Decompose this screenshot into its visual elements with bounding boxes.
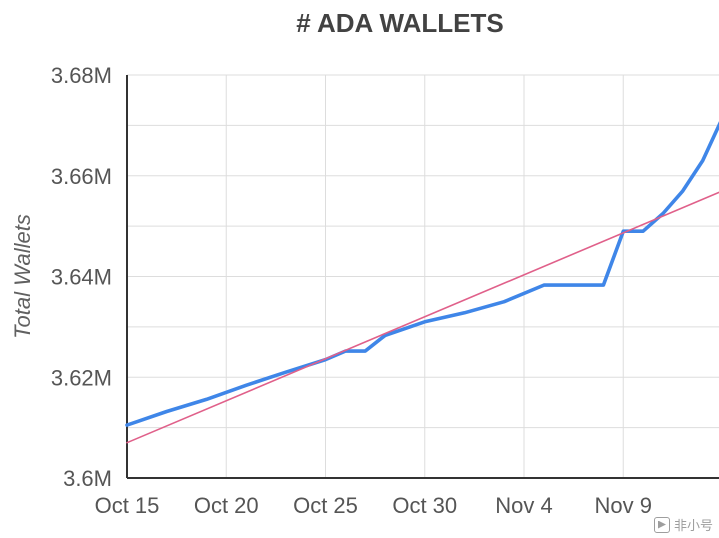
- watermark-logo-icon: [653, 516, 670, 533]
- watermark: 非小号: [653, 515, 713, 534]
- tick-labels: 3.6M 3.62M 3.64M 3.66M 3.68M Oct 15 Oct 20 Oct …: [51, 63, 652, 518]
- y-tick-label: 3.62M: [51, 365, 112, 390]
- y-tick-label: 3.68M: [51, 63, 112, 88]
- axes: [126, 75, 719, 479]
- x-tick-label: Oct 15: [95, 493, 160, 518]
- grid-lines: [127, 74, 719, 478]
- x-tick-label: Oct 30: [392, 493, 457, 518]
- x-tick-label: Nov 4: [495, 493, 552, 518]
- data-series: [125, 121, 719, 444]
- wallets-series-line: [125, 121, 719, 427]
- y-tick-label: 3.64M: [51, 265, 112, 290]
- chart-title: # ADA WALLETS: [296, 8, 504, 38]
- trend-line: [126, 191, 719, 444]
- y-tick-label: 3.66M: [51, 164, 112, 189]
- x-tick-label: Nov 9: [595, 493, 652, 518]
- x-tick-label: Oct 20: [194, 493, 259, 518]
- watermark-text: 非小号: [673, 519, 713, 534]
- y-axis-title: Total Wallets: [10, 214, 35, 339]
- y-tick-label: 3.6M: [63, 466, 112, 491]
- x-tick-label: Oct 25: [293, 493, 358, 518]
